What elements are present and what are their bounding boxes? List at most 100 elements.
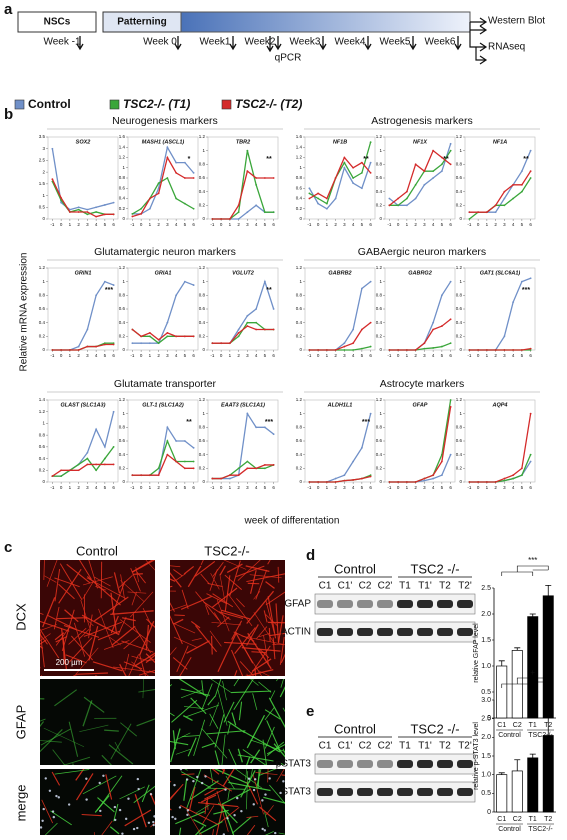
- data-point: [238, 335, 240, 337]
- data-point: [229, 342, 231, 344]
- x-tick-label: 4: [512, 353, 515, 358]
- data-point: [441, 474, 443, 476]
- x-tick-label: 3: [503, 353, 506, 358]
- x-tick-label: 6: [529, 353, 532, 358]
- nucleus: [137, 778, 139, 780]
- data-point: [184, 281, 186, 283]
- y-tick-label: 0.4: [296, 320, 303, 325]
- data-point: [140, 342, 142, 344]
- data-point: [495, 204, 497, 206]
- x-tick-label: 3: [246, 222, 249, 227]
- data-point: [477, 481, 479, 483]
- data-point: [193, 284, 195, 286]
- x-tick-label: T1: [529, 816, 537, 823]
- nucleus: [253, 789, 255, 791]
- fiber: [46, 525, 67, 560]
- y-tick-label: 0.2: [376, 203, 383, 208]
- data-point: [308, 349, 310, 351]
- data-point: [486, 349, 488, 351]
- significance: **: [186, 419, 192, 426]
- fiber: [29, 561, 40, 568]
- lane-label: T2': [458, 581, 472, 592]
- panel-label: d: [306, 547, 315, 564]
- data-point: [495, 349, 497, 351]
- plot-frame: [128, 268, 198, 350]
- y-tick-label: 0.2: [119, 334, 126, 339]
- x-tick-label: 5: [104, 485, 107, 490]
- y-tick-label: 0.4: [39, 456, 46, 461]
- data-point: [361, 187, 363, 189]
- data-point: [238, 211, 240, 213]
- x-tick-label: -1: [210, 485, 214, 490]
- x-tick-label: 6: [112, 222, 115, 227]
- data-point: [503, 349, 505, 351]
- nucleus: [171, 816, 173, 818]
- data-point: [51, 178, 53, 180]
- x-tick-label: 4: [352, 353, 355, 358]
- chart-title: SOX2: [76, 139, 91, 145]
- significance: **: [363, 156, 369, 163]
- nucleus: [179, 806, 181, 808]
- data-point: [246, 170, 248, 172]
- y-tick-label: 1: [379, 148, 382, 153]
- x-tick-label: -1: [307, 485, 311, 490]
- x-tick-label: 0: [140, 485, 143, 490]
- legend-label: TSC2-/- (T2): [235, 97, 302, 111]
- data-point: [158, 342, 160, 344]
- nucleus: [226, 817, 228, 819]
- error-bar: [545, 585, 551, 595]
- nucleus: [150, 793, 152, 795]
- chart-title: NF1A: [493, 139, 507, 145]
- x-tick-label: 6: [449, 353, 452, 358]
- nucleus: [114, 819, 116, 821]
- data-point: [326, 349, 328, 351]
- data-point: [69, 211, 71, 213]
- fiber: [278, 567, 279, 583]
- data-point: [495, 481, 497, 483]
- x-tick-label: C1: [497, 722, 506, 729]
- x-tick-label: 0: [397, 353, 400, 358]
- y-tick-label: 1.6: [296, 134, 303, 139]
- blot-band: [377, 600, 393, 608]
- x-tick-label: 6: [449, 485, 452, 490]
- x-tick-label: 4: [175, 222, 178, 227]
- y-axis-label: relative p-STAT3 level: [473, 722, 480, 790]
- y-tick-label: 0.5: [481, 689, 491, 696]
- data-point: [415, 349, 417, 351]
- data-point: [352, 177, 354, 179]
- fiber: [174, 615, 184, 616]
- data-point: [343, 349, 345, 351]
- x-tick-label: -1: [387, 222, 391, 227]
- nucleus: [137, 788, 139, 790]
- data-point: [432, 177, 434, 179]
- data-point: [184, 162, 186, 164]
- y-tick-label: 1.2: [39, 409, 46, 414]
- significance: **: [266, 156, 272, 163]
- plot-frame: [128, 400, 198, 482]
- data-point: [95, 211, 97, 213]
- y-tick-label: 0.8: [456, 162, 463, 167]
- y-tick-label: 0.8: [119, 425, 126, 430]
- data-point: [238, 332, 240, 334]
- x-tick-label: -1: [467, 353, 471, 358]
- y-tick-label: 0.6: [376, 306, 383, 311]
- y-tick-label: 0.4: [199, 320, 206, 325]
- data-point: [184, 467, 186, 469]
- data-point: [468, 218, 470, 220]
- y-tick-label: 0.6: [199, 175, 206, 180]
- y-tick-label: 0.4: [456, 320, 463, 325]
- data-point: [468, 349, 470, 351]
- x-tick-label: 2: [494, 353, 497, 358]
- x-tick-label: 1: [149, 485, 152, 490]
- x-tick-label: 5: [361, 353, 364, 358]
- data-point: [104, 458, 106, 460]
- lane-label: T2': [458, 741, 472, 752]
- qpcr-label: qPCR: [275, 53, 302, 64]
- y-tick-label: 0.2: [296, 206, 303, 211]
- y-tick-label: 1: [299, 411, 302, 416]
- lane-label: C1: [319, 741, 332, 752]
- y-tick-label: 0.4: [39, 320, 46, 325]
- y-axis-label: Relative mRNA expression: [19, 253, 30, 372]
- x-tick-label: 2: [414, 353, 417, 358]
- data-point: [166, 177, 168, 179]
